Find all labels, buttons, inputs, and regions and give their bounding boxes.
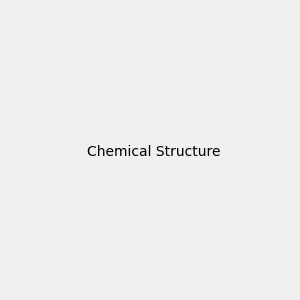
Text: Chemical Structure: Chemical Structure [87, 145, 220, 158]
